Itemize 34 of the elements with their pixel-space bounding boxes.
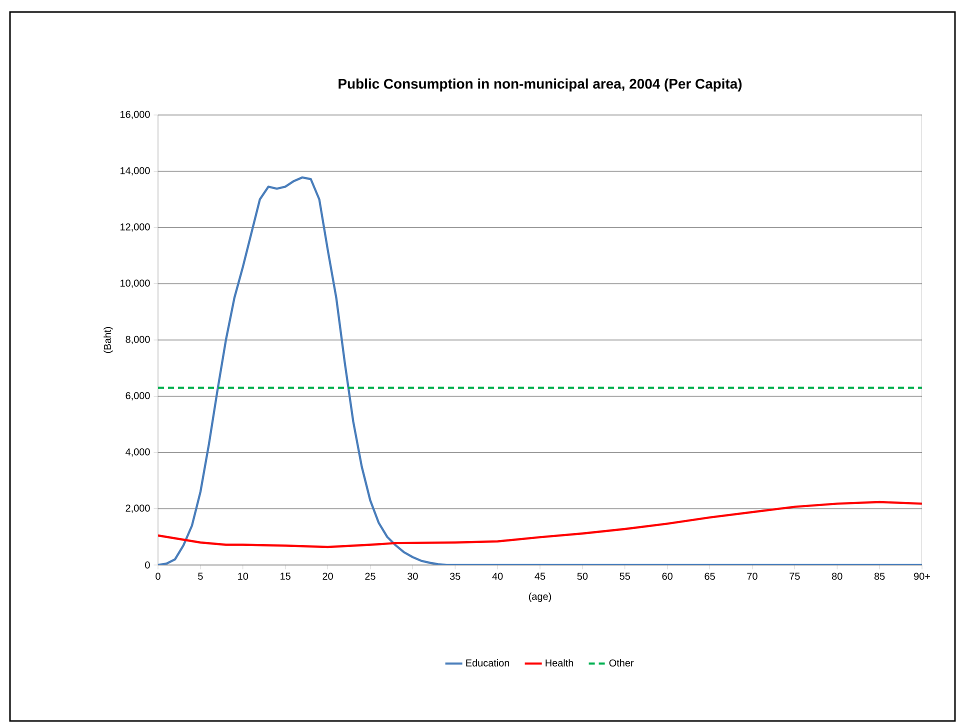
y-tick-label: 8,000 (126, 336, 150, 344)
x-tick-label: 15 (280, 572, 290, 580)
x-tick-label: 75 (790, 572, 800, 580)
x-axis-title: (age) (529, 592, 552, 602)
y-tick-label: 14,000 (120, 167, 150, 176)
y-tick-label: 2,000 (126, 504, 150, 513)
y-tick-label: 10,000 (120, 280, 150, 288)
x-tick-label: 10 (238, 572, 248, 580)
x-tick-label: 85 (874, 572, 885, 580)
x-tick-label: 80 (832, 572, 842, 580)
y-tick-label: 16,000 (120, 110, 150, 120)
legend-label: Other (609, 659, 634, 666)
y-axis-title: (Baht) (104, 327, 113, 353)
x-tick-label: 0 (156, 572, 160, 580)
x-tick-label: 30 (408, 572, 418, 580)
x-tick-label: 45 (534, 572, 546, 580)
x-tick-label: 70 (747, 572, 758, 580)
x-tick-label: 35 (450, 572, 460, 580)
x-tick-label: 90+ (914, 572, 930, 580)
x-tick-label: 60 (662, 572, 672, 580)
y-tick-label: 0 (145, 561, 150, 569)
chart-title: Public Consumption in non-municipal area, 2004 (Per Capita) (338, 78, 742, 92)
x-tick-label: 65 (704, 572, 715, 580)
legend-label: Health (546, 659, 574, 666)
y-tick-label: 12,000 (120, 223, 150, 232)
x-tick-label: 20 (322, 572, 333, 580)
y-tick-label: 6,000 (126, 392, 150, 400)
y-tick-label: 4,000 (126, 448, 150, 457)
legend-label: Education (466, 659, 510, 666)
x-tick-label: 25 (365, 572, 376, 580)
x-tick-label: 55 (620, 572, 630, 580)
x-tick-label: 40 (492, 572, 503, 580)
x-tick-label: 5 (198, 572, 203, 580)
x-tick-label: 50 (577, 572, 588, 580)
